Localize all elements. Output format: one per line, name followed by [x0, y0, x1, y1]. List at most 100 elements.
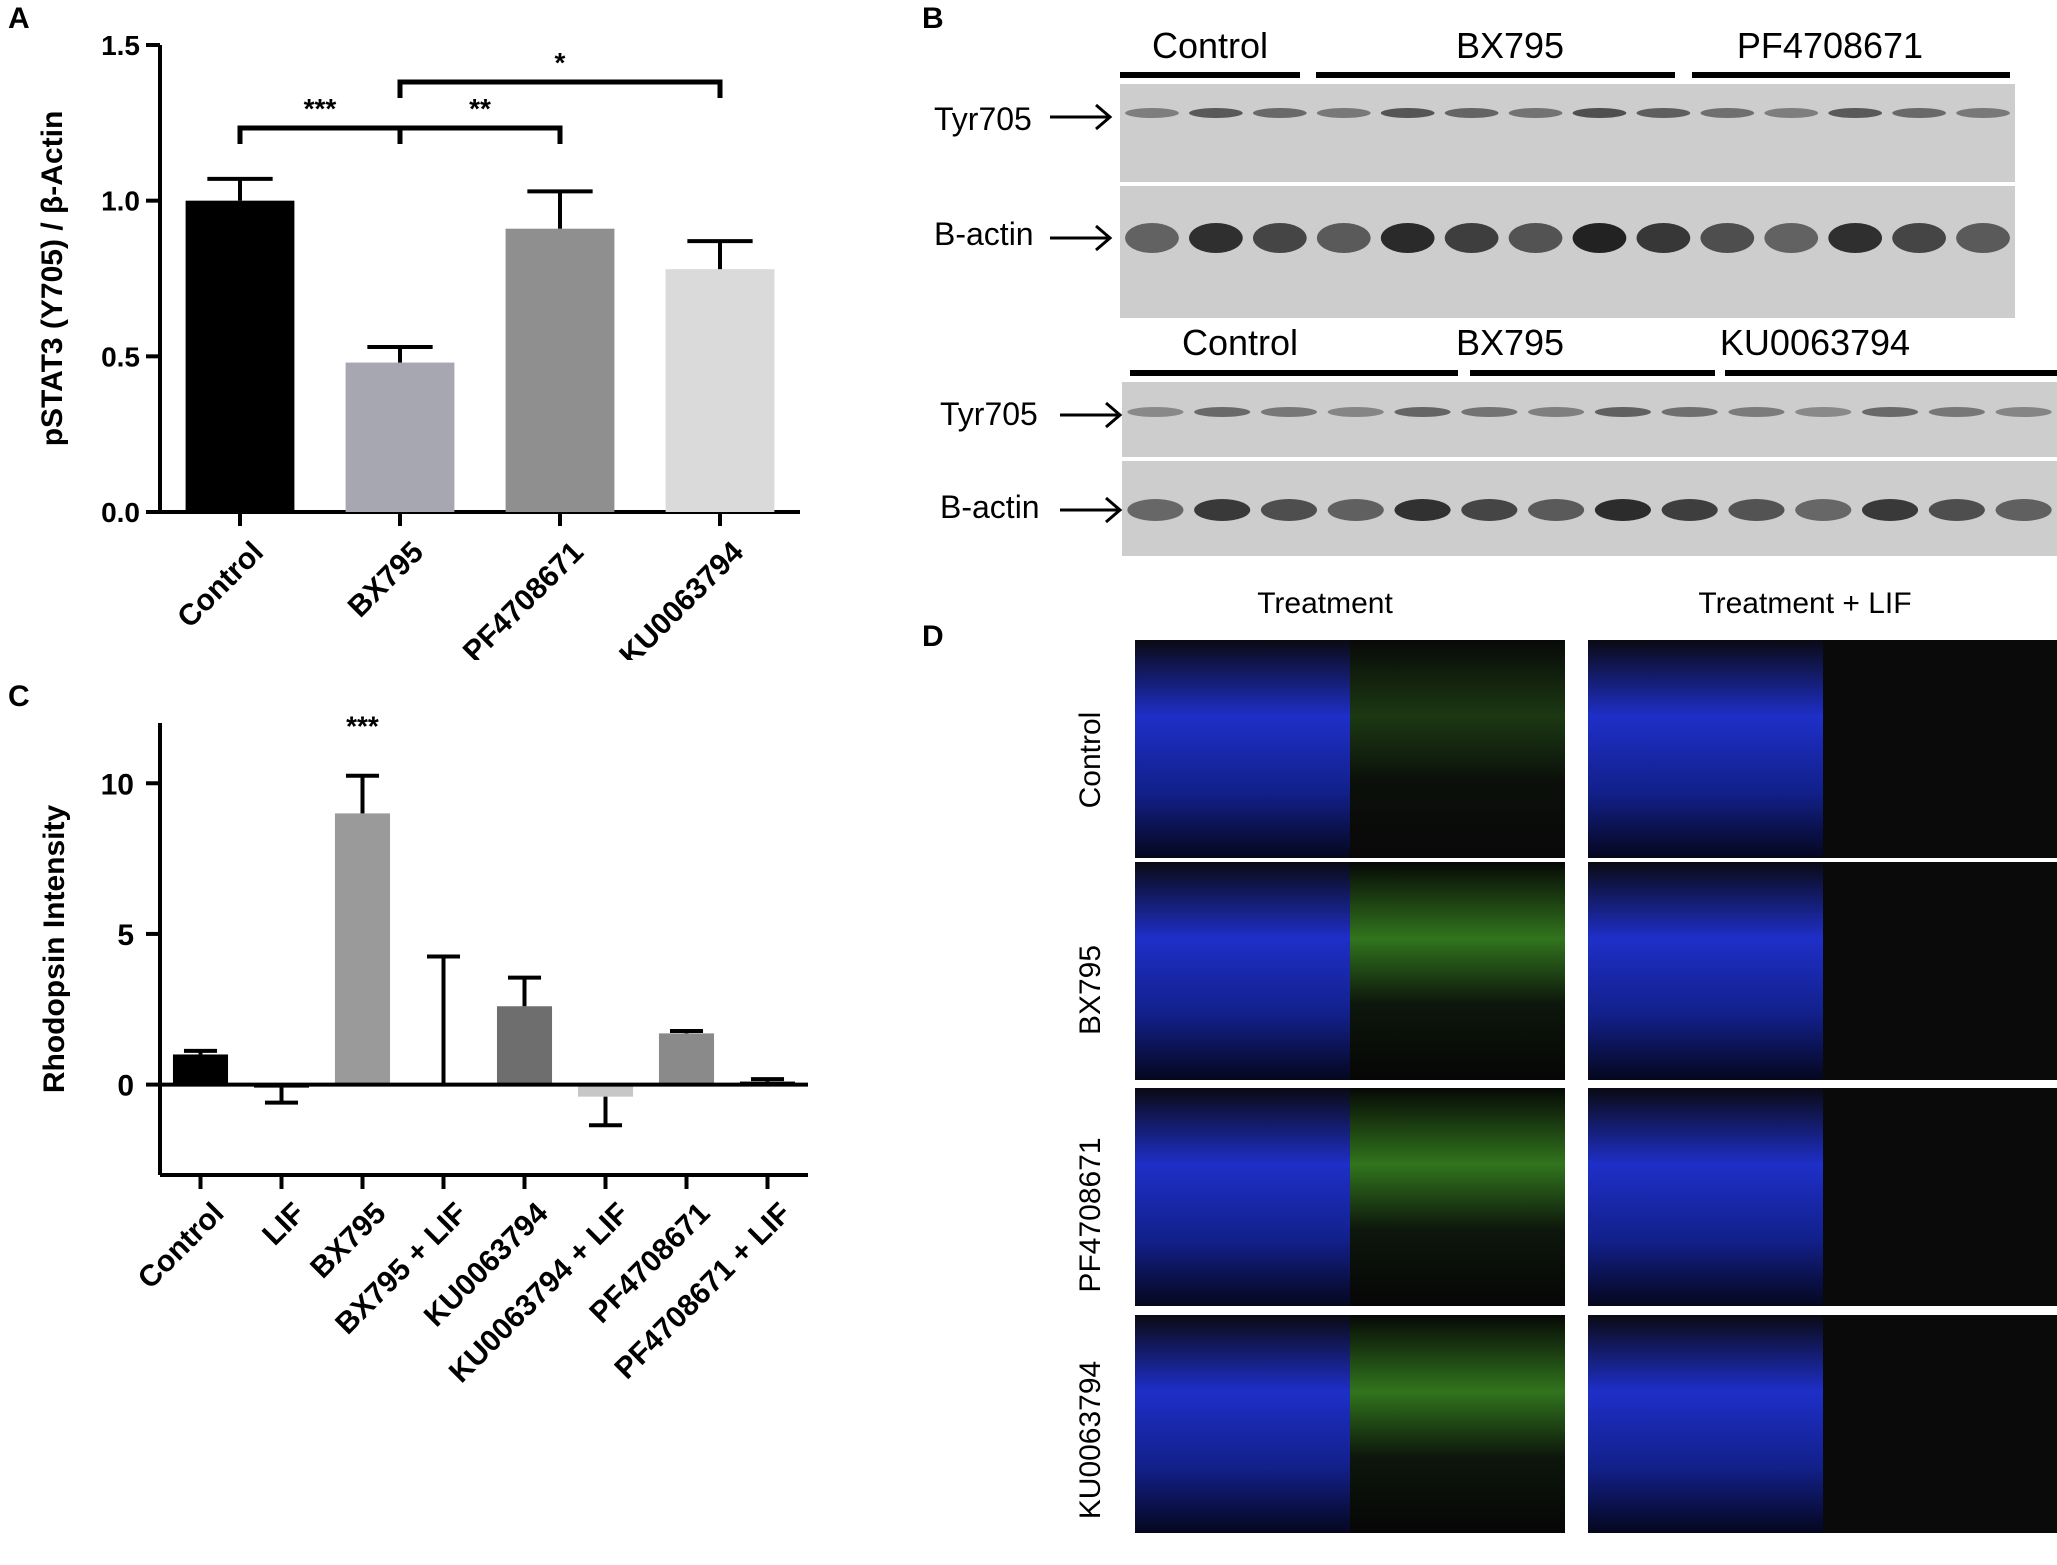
micro-row-2: BX795 [1074, 945, 1107, 1035]
micro-row-4: KU0063794 [1074, 1361, 1107, 1519]
blot-bottom-group-bar [1725, 370, 2057, 376]
blot-bottom-row-1: Tyr705 [940, 396, 1038, 432]
blot-band [1728, 407, 1785, 417]
chart-a-ytick-label: 0.0 [101, 497, 140, 528]
chart-c-bar [496, 1006, 553, 1085]
blot-bottom-tyr705 [1122, 382, 2057, 457]
blot-band [1528, 499, 1585, 521]
arrow-icon [1050, 103, 1113, 131]
blot-band [1380, 223, 1435, 253]
blot-band [1594, 407, 1651, 417]
micro-row-1: Control [1074, 712, 1107, 809]
blot-top-group-3: PF4708671 [1737, 25, 1923, 66]
chart-a-ytick-label: 1.5 [101, 30, 140, 61]
blot-band [1892, 108, 1946, 118]
blot-band [1380, 108, 1435, 118]
blot-band [1636, 223, 1691, 253]
blot-band [1461, 499, 1518, 521]
chart-a-significance-bracket [397, 125, 563, 144]
chart-a-bar [665, 269, 775, 512]
arrow-icon [1050, 224, 1113, 252]
chart-a-bar [185, 200, 295, 512]
chart-c-bar [577, 1084, 634, 1097]
blot-band [1189, 223, 1243, 253]
blot-top-group-1: Control [1152, 25, 1268, 66]
blot-band [1795, 407, 1852, 417]
blot-band [1461, 407, 1518, 417]
blot-top-group-2: BX795 [1456, 25, 1564, 66]
blot-top-group-bar [1316, 72, 1675, 78]
panel-label-a: A [8, 2, 30, 35]
blot-band [1125, 223, 1179, 253]
blot-band [1594, 499, 1651, 521]
blot-band [1327, 499, 1384, 521]
blot-band [1127, 407, 1184, 417]
blot-band [1795, 499, 1852, 521]
blot-band [1189, 108, 1243, 118]
chart-a-y-label: pSTAT3 (Y705) / β-Actin [36, 111, 69, 447]
blot-band [1764, 223, 1819, 253]
blot-bottom-group-1: Control [1182, 322, 1298, 363]
blot-band [1252, 223, 1307, 253]
chart-c-xtick-label: Control [132, 1197, 231, 1296]
blot-band [1316, 223, 1371, 253]
arrow-icon [1060, 496, 1123, 524]
blot-band [1327, 407, 1384, 417]
blot-band [1260, 407, 1318, 417]
micro-dapi-channel [1135, 862, 1350, 1080]
micro-dapi-channel [1588, 862, 1823, 1080]
blot-bottom-row-2: B-actin [940, 489, 1040, 525]
blot-band [1260, 499, 1318, 521]
chart-a-significance-label: *** [304, 93, 337, 124]
blot-band [1636, 108, 1691, 118]
micro-dapi-channel [1135, 1315, 1350, 1533]
chart-a-ytick-label: 1.0 [101, 186, 140, 217]
blot-bottom-group-bar [1470, 370, 1715, 376]
micro-rhodopsin-channel [1350, 1315, 1565, 1533]
blot-band [1661, 407, 1718, 417]
chart-a-ytick-label: 0.5 [101, 341, 140, 372]
micro-dapi-channel [1135, 640, 1350, 858]
panel-label-c: C [8, 680, 30, 713]
blot-band [1508, 108, 1563, 118]
blot-band [1828, 223, 1883, 253]
chart-c-ytick-label: 10 [101, 768, 134, 801]
blot-top-row-1: Tyr705 [934, 101, 1032, 137]
panel-label-d: D [922, 620, 944, 653]
micro-rhodopsin-channel [1350, 640, 1565, 858]
micro-col-2: Treatment + LIF [1698, 587, 1911, 620]
blot-band [1194, 499, 1251, 521]
chart-a-significance-bracket [237, 125, 403, 144]
chart-a-significance-bracket [397, 79, 723, 98]
blot-band [1956, 108, 2010, 118]
blot-band [1572, 223, 1627, 253]
blot-bottom-group-bar [1130, 370, 1458, 376]
chart-a-significance-label: * [555, 47, 566, 78]
chart-a: 0.0 0.5 1.0 1.5 pSTAT3 (Y705) / β-Actin Contr… [36, 30, 800, 660]
micro-dapi-channel [1135, 1088, 1350, 1306]
micro-dapi-channel [1588, 640, 1823, 858]
blot-band [1861, 407, 1919, 417]
blot-band [1928, 499, 1985, 521]
western-blot-panel: Control BX795 PF4708671 Tyr705 B-actin C… [934, 25, 2057, 556]
chart-c-y-label: Rhodopsin Intensity [38, 805, 71, 1094]
blot-band [1995, 407, 2052, 417]
blot-top-group-bar [1692, 72, 2010, 78]
arrow-icon [1060, 401, 1123, 429]
chart-c-annotation: *** [346, 711, 379, 742]
microscopy-panel: Treatment Treatment + LIF Control BX795 … [1074, 587, 2057, 1533]
chart-a-significance-label: ** [469, 93, 491, 124]
micro-dapi-channel [1588, 1088, 1823, 1306]
chart-a-xtick-label: KU0063794 [613, 535, 750, 660]
blot-band [1892, 223, 1946, 253]
blot-band [1764, 108, 1819, 118]
chart-c-ytick-label: 0 [117, 1070, 134, 1103]
blot-bottom-group-3: KU0063794 [1720, 322, 1910, 363]
blot-band [1394, 407, 1451, 417]
micro-dapi-channel [1588, 1315, 1823, 1533]
blot-bottom-group-2: BX795 [1456, 322, 1564, 363]
chart-a-bar [345, 362, 455, 512]
blot-band [1125, 108, 1179, 118]
blot-band [1444, 108, 1499, 118]
